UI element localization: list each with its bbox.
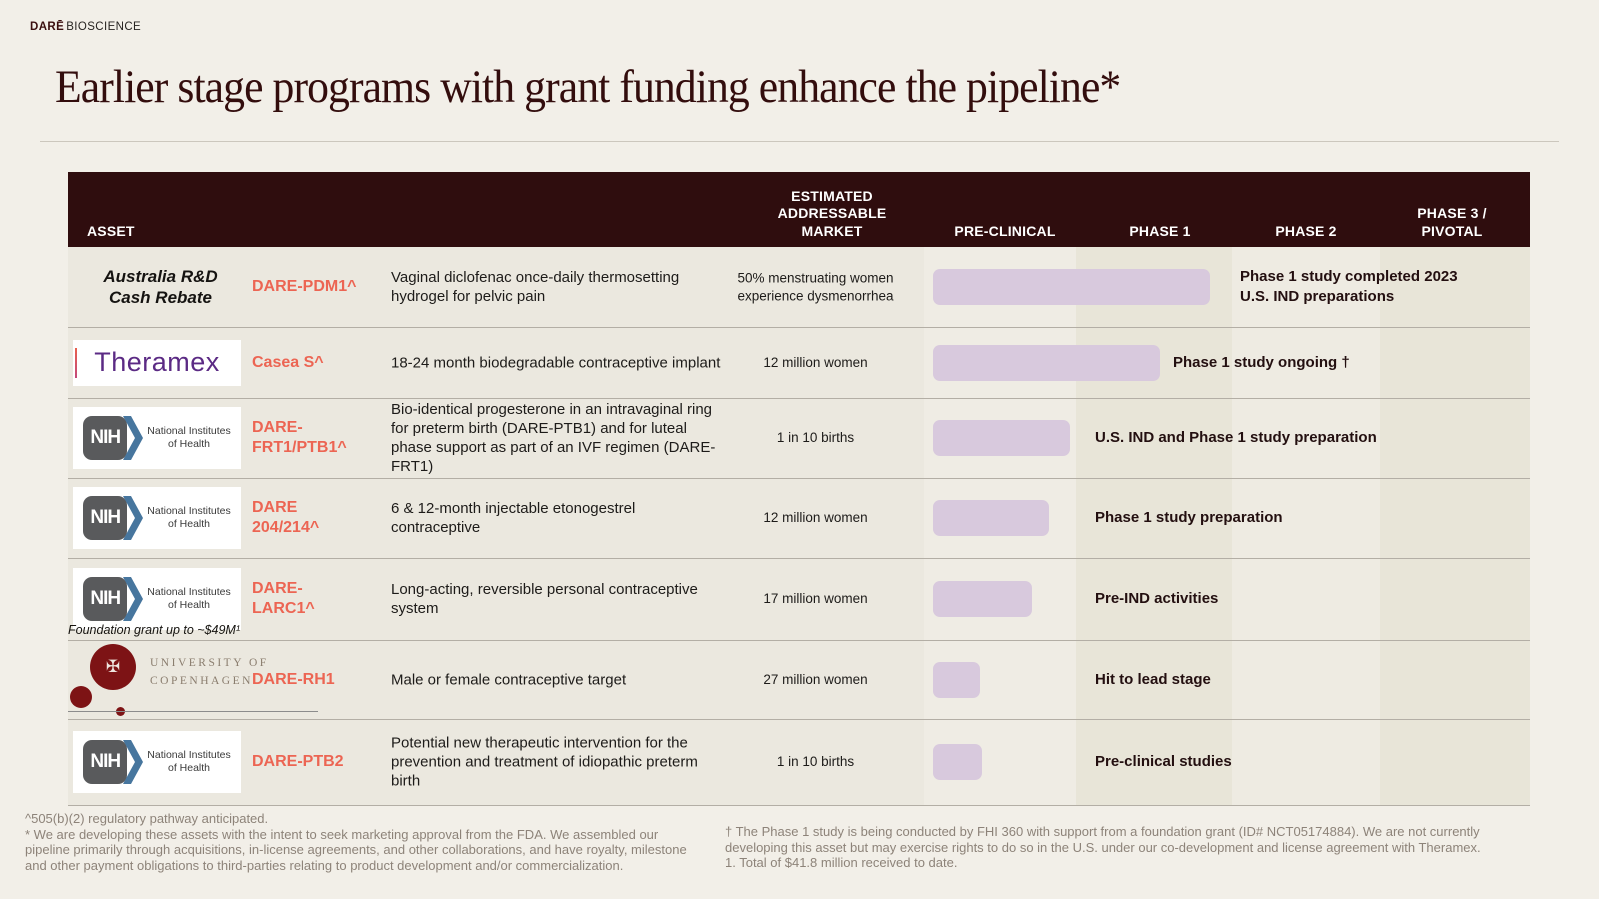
header-asset: ASSET xyxy=(87,222,135,239)
asset-description: 6 & 12-month injectable etonogestrel con… xyxy=(391,499,636,536)
asset-description: Bio-identical progesterone in an intrava… xyxy=(391,400,716,476)
progress-bar xyxy=(933,420,1070,456)
theramex-accent-mark xyxy=(75,347,77,378)
asset-description: Male or female contraceptive target xyxy=(391,670,627,688)
header-estimated-addressable-market: ESTIMATED ADDRESSABLE MARKET xyxy=(777,187,887,239)
asset-description: Long-acting, reversible personal contrac… xyxy=(391,580,698,617)
table-row-dare-frt1-ptb1: NIH National Institutes of Health DARE- … xyxy=(68,398,1530,479)
status-text: Phase 1 study completed 2023 U.S. IND pr… xyxy=(1240,267,1458,305)
nih-square-icon: NIH xyxy=(83,577,128,621)
asset-name: DARE-PTB2 xyxy=(252,753,344,770)
market-estimate: 17 million women xyxy=(763,591,868,607)
nih-caption: National Institutes of Health xyxy=(147,425,231,450)
asset-name: DARE-RH1 xyxy=(252,670,335,688)
nih-logo: NIH National Institutes of Health xyxy=(73,731,248,793)
column-stripe-phase-2 xyxy=(1232,247,1380,805)
status-text: Hit to lead stage xyxy=(1095,670,1211,688)
table-row-dare-larc1: NIH National Institutes of Health Founda… xyxy=(68,558,1530,641)
progress-bar xyxy=(933,661,980,698)
market-estimate: 50% menstruating women experience dysmen… xyxy=(737,270,894,303)
table-row-dare-ptb2: NIH National Institutes of Health DARE-P… xyxy=(68,719,1530,806)
title-divider xyxy=(40,141,1559,142)
progress-bar xyxy=(933,744,982,780)
theramex-wordmark: Theramex xyxy=(94,347,220,377)
table-row-dare-204-214: NIH National Institutes of Health DARE 2… xyxy=(68,478,1530,559)
status-text: U.S. IND and Phase 1 study preparation xyxy=(1095,428,1377,446)
asset-description: Vaginal diclofenac once-daily thermosett… xyxy=(391,268,680,305)
foundation-grant-note: Foundation grant up to ~$49M¹ xyxy=(68,623,240,637)
company-logo-dare: DARĒ xyxy=(30,21,65,33)
asset-name: DARE- LARC1^ xyxy=(252,580,315,617)
slide-title: Earlier stage programs with grant fundin… xyxy=(55,61,1121,113)
nih-square-icon: NIH xyxy=(83,416,128,460)
market-estimate: 12 million women xyxy=(763,510,868,526)
university-of-copenhagen-logo: ✠ UNIVERSITY OF COPENHAGEN xyxy=(68,640,318,719)
header-pre-clinical: PRE-CLINICAL xyxy=(954,222,1056,239)
nih-caption: National Institutes of Health xyxy=(147,505,231,530)
asset-description: Potential new therapeutic intervention f… xyxy=(391,734,698,790)
nih-logo: NIH National Institutes of Health xyxy=(73,407,248,469)
nih-logo: NIH National Institutes of Health xyxy=(73,487,248,549)
progress-bar xyxy=(933,344,1160,381)
nih-square-icon: NIH xyxy=(83,496,128,540)
asset-name: DARE 204/214^ xyxy=(252,499,320,536)
nih-logo: NIH National Institutes of Health xyxy=(73,568,248,630)
header-phase-1: PHASE 1 xyxy=(1129,222,1191,239)
copenhagen-seal-icon: ✠ xyxy=(90,644,136,690)
nih-chevron-icon xyxy=(123,416,144,460)
nih-chevron-icon xyxy=(123,740,144,784)
asset-name: Casea S^ xyxy=(252,353,324,371)
company-logo-bioscience: BIOSCIENCE xyxy=(66,21,142,33)
nih-chevron-icon xyxy=(123,496,144,540)
table-row-casea-s: Theramex Casea S^ 18-24 month biodegrada… xyxy=(68,327,1530,399)
table-row-dare-rh1: ✠ UNIVERSITY OF COPENHAGEN DARE-RH1 Male… xyxy=(68,640,1530,720)
copenhagen-dot-icon xyxy=(70,686,92,708)
column-stripe-phase-1 xyxy=(1076,247,1232,805)
nih-caption: National Institutes of Health xyxy=(147,749,231,774)
status-text: Phase 1 study preparation xyxy=(1095,508,1283,526)
company-logo: DARĒ BIOSCIENCE xyxy=(30,21,141,33)
footnote-left: ^505(b)(2) regulatory pathway anticipate… xyxy=(25,811,687,873)
table-body: Australia R&D Cash Rebate DARE-PDM1^ Vag… xyxy=(68,247,1530,806)
copenhagen-underline xyxy=(68,711,318,712)
nih-square-icon: NIH xyxy=(83,740,128,784)
status-text: Pre-IND activities xyxy=(1095,589,1219,607)
status-text: Pre-clinical studies xyxy=(1095,752,1232,770)
progress-bar xyxy=(933,269,1210,305)
market-estimate: 12 million women xyxy=(763,354,868,370)
status-text: Phase 1 study ongoing † xyxy=(1173,353,1350,371)
nih-caption: National Institutes of Health xyxy=(147,586,231,611)
pipeline-table: ASSET ESTIMATED ADDRESSABLE MARKET PRE-C… xyxy=(68,172,1530,806)
header-phase-3-pivotal: PHASE 3 / PIVOTAL xyxy=(1417,205,1487,239)
progress-bar xyxy=(933,500,1049,536)
nih-chevron-icon xyxy=(123,577,144,621)
theramex-logo: Theramex xyxy=(73,339,248,386)
footnote-right: † The Phase 1 study is being conducted b… xyxy=(725,824,1481,871)
header-phase-2: PHASE 2 xyxy=(1275,222,1337,239)
market-estimate: 1 in 10 births xyxy=(776,430,855,446)
asset-description: 18-24 month biodegradable contraceptive … xyxy=(391,353,721,371)
column-stripe-phase-3 xyxy=(1380,247,1530,805)
market-estimate: 27 million women xyxy=(763,671,868,687)
progress-bar xyxy=(933,581,1032,617)
copenhagen-caption: UNIVERSITY OF COPENHAGEN xyxy=(150,657,269,687)
market-estimate: 1 in 10 births xyxy=(776,754,855,770)
table-header: ASSET ESTIMATED ADDRESSABLE MARKET PRE-C… xyxy=(68,172,1530,247)
asset-name: DARE- FRT1/PTB1^ xyxy=(252,419,347,456)
table-row-dare-pdm1: Australia R&D Cash Rebate DARE-PDM1^ Vag… xyxy=(68,247,1530,328)
asset-name: DARE-PDM1^ xyxy=(252,278,357,295)
sponsor-australia-rd-cash-rebate: Australia R&D Cash Rebate xyxy=(103,266,218,307)
